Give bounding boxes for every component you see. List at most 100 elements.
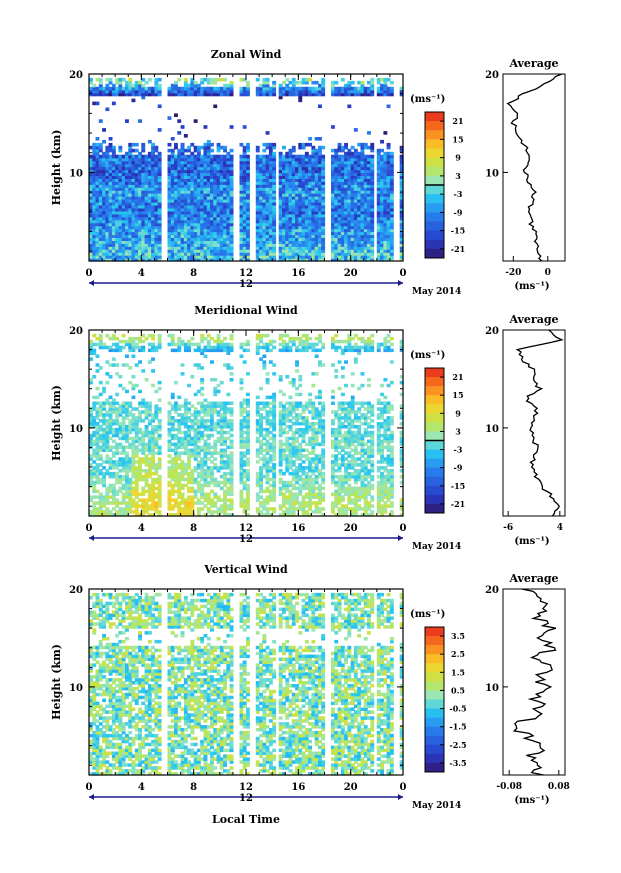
heatmap-cell xyxy=(190,495,195,499)
heatmap-cell xyxy=(154,169,159,174)
heatmap-cell xyxy=(154,89,159,94)
heatmap-cell xyxy=(285,172,290,176)
heatmap-cell xyxy=(295,169,299,174)
heatmap-cell xyxy=(285,240,290,244)
heatmap-cell xyxy=(350,184,355,188)
heatmap-cell xyxy=(125,425,129,429)
heatmap-cell xyxy=(128,160,133,165)
heatmap-cell xyxy=(357,169,362,174)
heatmap-cell xyxy=(196,513,201,517)
heatmap-cell xyxy=(118,196,123,200)
heatmap-cell xyxy=(291,240,296,244)
heatmap-cell xyxy=(98,201,103,206)
heatmap-cell xyxy=(340,169,345,174)
heatmap-cell xyxy=(196,348,201,353)
heatmap-cell xyxy=(167,210,172,215)
heatmap-cell xyxy=(154,219,159,224)
heatmap-cell xyxy=(141,448,146,452)
heatmap-cell xyxy=(363,216,368,221)
heatmap-cell xyxy=(157,169,162,174)
heatmap-cell xyxy=(344,169,348,174)
heatmap-cell xyxy=(89,480,93,485)
heatmap-cell xyxy=(121,445,126,449)
heatmap-cell xyxy=(187,255,191,259)
heatmap-cell xyxy=(193,199,198,203)
heatmap-cell xyxy=(141,477,146,482)
heatmap-cell xyxy=(386,258,391,262)
heatmap-cell xyxy=(321,83,326,88)
heatmap-cell xyxy=(174,477,178,482)
heatmap-cell xyxy=(89,454,93,458)
heatmap-cell xyxy=(380,222,384,227)
heatmap-cell xyxy=(268,151,273,156)
heatmap-cell xyxy=(311,199,316,203)
heatmap-cell xyxy=(134,454,139,458)
heatmap-cell xyxy=(314,166,319,171)
heatmap-cell xyxy=(268,199,273,203)
heatmap-cell xyxy=(223,246,227,250)
heatmap-cell xyxy=(180,178,185,182)
heatmap-cell xyxy=(180,151,185,156)
heatmap-cell xyxy=(154,246,159,250)
heatmap-cell xyxy=(95,222,100,227)
heatmap-cell xyxy=(193,445,198,449)
heatmap-cell xyxy=(138,228,142,233)
heatmap-cell xyxy=(131,504,136,508)
heatmap-cell xyxy=(200,77,205,82)
heatmap-cell xyxy=(347,225,352,230)
heatmap-cell xyxy=(229,199,234,203)
heatmap-cell xyxy=(102,436,106,441)
heatmap-cell xyxy=(108,410,113,414)
heatmap-cell xyxy=(141,89,146,94)
heatmap-cell xyxy=(213,77,218,82)
heatmap-cell xyxy=(399,225,404,230)
heatmap-cell xyxy=(193,442,198,447)
heatmap-cell xyxy=(226,151,231,156)
heatmap-cell xyxy=(389,172,394,176)
heatmap-cell xyxy=(131,213,136,218)
heatmap-cell xyxy=(190,175,195,179)
heatmap-cell xyxy=(177,436,182,441)
heatmap-cell xyxy=(347,249,352,253)
heatmap-cell xyxy=(108,86,113,91)
heatmap-cell xyxy=(115,166,120,171)
heatmap-cell xyxy=(399,169,404,174)
heatmap-cell xyxy=(200,213,205,218)
heatmap-cell xyxy=(353,154,358,159)
heatmap-cell xyxy=(144,442,149,447)
heatmap-cell xyxy=(285,234,290,238)
heatmap-cell xyxy=(105,372,110,376)
heatmap-cell xyxy=(246,80,250,85)
heatmap-cell xyxy=(268,178,273,182)
heatmap-cell xyxy=(304,199,309,203)
heatmap-cell xyxy=(190,187,195,191)
heatmap-cell xyxy=(229,92,234,97)
heatmap-cell xyxy=(134,231,139,236)
heatmap-cell xyxy=(380,240,384,244)
heatmap-cell xyxy=(121,498,126,502)
heatmap-cell xyxy=(92,258,97,262)
heatmap-cell xyxy=(138,181,142,185)
heatmap-cell xyxy=(242,163,247,168)
heatmap-cell xyxy=(311,243,316,247)
heatmap-cell xyxy=(291,228,296,233)
heatmap-cell xyxy=(187,231,191,236)
heatmap-cell xyxy=(115,187,120,191)
heatmap-cell xyxy=(219,243,224,247)
heatmap-cell xyxy=(219,219,224,224)
heatmap-cell xyxy=(190,436,195,441)
heatmap-cell xyxy=(118,228,123,233)
heatmap-cell xyxy=(210,207,214,212)
heatmap-cell xyxy=(272,86,277,91)
heatmap-cell xyxy=(288,80,293,85)
heatmap-cell xyxy=(344,234,348,238)
heatmap-cell xyxy=(259,163,263,168)
heatmap-cell xyxy=(167,172,172,176)
heatmap-cell xyxy=(183,413,188,417)
heatmap-cell xyxy=(265,234,270,238)
heatmap-cell xyxy=(115,348,120,353)
heatmap-cell xyxy=(200,169,205,174)
heatmap-cell xyxy=(144,489,149,494)
x-tick-label: 8 xyxy=(190,268,197,279)
heatmap-cell xyxy=(141,157,146,162)
